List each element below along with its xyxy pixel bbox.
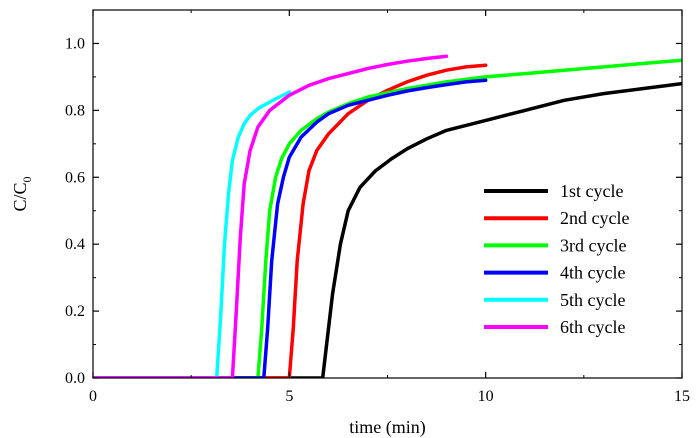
x-tick-label: 0 xyxy=(89,388,97,405)
x-tick-label: 15 xyxy=(674,388,690,405)
y-axis-title: C/C0 xyxy=(10,176,34,211)
y-tick-label: 1.0 xyxy=(65,35,85,52)
legend-label-2: 2nd cycle xyxy=(560,208,629,228)
y-tick-label: 0.2 xyxy=(65,303,85,320)
x-tick-label: 10 xyxy=(478,388,494,405)
y-axis-title-main: C/C xyxy=(10,182,30,211)
series-lines xyxy=(93,54,682,378)
x-tick-label: 5 xyxy=(285,388,293,405)
y-tick-label: 0.8 xyxy=(65,102,85,119)
series-line-2 xyxy=(93,63,488,378)
series-line-5 xyxy=(93,90,292,378)
legend-label-6: 6th cycle xyxy=(560,317,625,337)
series-line-1 xyxy=(93,81,682,378)
legend-label-4: 4th cycle xyxy=(560,263,625,283)
y-tick-label: 0.0 xyxy=(65,370,85,387)
legend-label-5: 5th cycle xyxy=(560,290,625,310)
x-axis-title: time (min) xyxy=(349,417,425,438)
series-line-4 xyxy=(93,78,488,378)
legend-label-3: 3rd cycle xyxy=(560,235,626,255)
legend: 1st cycle 2nd cycle 3rd cycle 4th cycle 5th … xyxy=(484,181,629,337)
legend-label-1: 1st cycle xyxy=(560,181,623,201)
y-tick-label: 0.4 xyxy=(65,236,85,253)
series-line-6 xyxy=(93,54,449,378)
plot-area xyxy=(93,54,682,378)
y-tick-label: 0.6 xyxy=(65,169,85,186)
y-axis-title-subscript: 0 xyxy=(20,176,34,182)
